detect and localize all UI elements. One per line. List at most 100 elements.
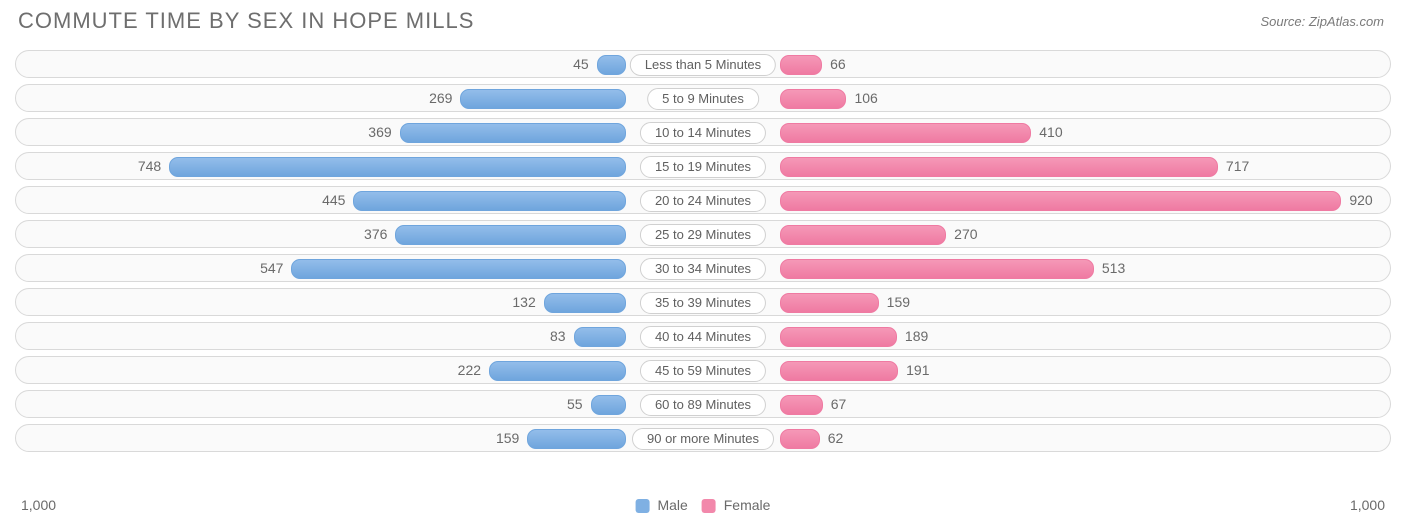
half-female: 67 bbox=[700, 391, 1388, 417]
chart-area: 45 66 Less than 5 Minutes 269 106 5 to 9 Minu… bbox=[15, 50, 1391, 495]
category-label: 60 to 89 Minutes bbox=[640, 394, 766, 416]
source-attribution: Source: ZipAtlas.com bbox=[1260, 14, 1384, 29]
category-label: Less than 5 Minutes bbox=[630, 54, 776, 76]
chart-row: 44592020 to 24 Minutes bbox=[15, 186, 1391, 214]
legend-item-female: Female bbox=[702, 497, 771, 513]
bar-male bbox=[591, 395, 626, 415]
bar-female bbox=[780, 157, 1218, 177]
legend-label-female: Female bbox=[724, 497, 771, 513]
value-label-female: 106 bbox=[854, 85, 877, 111]
value-label-male: 159 bbox=[496, 425, 519, 451]
value-label-female: 513 bbox=[1102, 255, 1125, 281]
bar-male bbox=[527, 429, 626, 449]
chart-title: COMMUTE TIME BY SEX IN HOPE MILLS bbox=[18, 8, 474, 34]
half-female: 191 bbox=[700, 357, 1388, 383]
bar-female bbox=[780, 361, 898, 381]
bar-male bbox=[597, 55, 626, 75]
value-label-male: 269 bbox=[429, 85, 452, 111]
value-label-male: 83 bbox=[550, 323, 566, 349]
category-label: 90 or more Minutes bbox=[632, 428, 774, 450]
bar-female bbox=[780, 327, 897, 347]
bar-male bbox=[353, 191, 626, 211]
half-female: 66 bbox=[700, 51, 1388, 77]
bar-male bbox=[544, 293, 626, 313]
half-male: 45 bbox=[18, 51, 706, 77]
half-female: 717 bbox=[700, 153, 1388, 179]
value-label-female: 717 bbox=[1226, 153, 1249, 179]
chart-row: 748 717 15 to 19 Minutes bbox=[15, 152, 1391, 180]
value-label-female: 66 bbox=[830, 51, 846, 77]
chart-row: 159 62 90 or more Minutes bbox=[15, 424, 1391, 452]
bar-male bbox=[169, 157, 626, 177]
value-label-male: 45 bbox=[573, 51, 589, 77]
half-female: 410 bbox=[700, 119, 1388, 145]
half-female: 62 bbox=[700, 425, 1388, 451]
chart-row: 54751330 to 34 Minutes bbox=[15, 254, 1391, 282]
value-label-female: 410 bbox=[1039, 119, 1062, 145]
chart-row: 36941010 to 14 Minutes bbox=[15, 118, 1391, 146]
half-male: 55 bbox=[18, 391, 706, 417]
chart-row: 376 270 25 to 29 Minutes bbox=[15, 220, 1391, 248]
half-male: 376 bbox=[18, 221, 706, 247]
bar-female bbox=[780, 225, 946, 245]
category-label: 30 to 34 Minutes bbox=[640, 258, 766, 280]
value-label-female: 62 bbox=[828, 425, 844, 451]
chart-row: 222 191 45 to 59 Minutes bbox=[15, 356, 1391, 384]
half-female: 106 bbox=[700, 85, 1388, 111]
value-label-male: 132 bbox=[512, 289, 535, 315]
axis-label-left: 1,000 bbox=[21, 497, 56, 513]
value-label-female: 920 bbox=[1349, 187, 1372, 213]
category-label: 35 to 39 Minutes bbox=[640, 292, 766, 314]
axis-label-right: 1,000 bbox=[1350, 497, 1385, 513]
bar-male bbox=[460, 89, 626, 109]
bar-male bbox=[291, 259, 626, 279]
half-male: 222 bbox=[18, 357, 706, 383]
value-label-female: 189 bbox=[905, 323, 928, 349]
half-male: 369 bbox=[18, 119, 706, 145]
chart-row: 45 66 Less than 5 Minutes bbox=[15, 50, 1391, 78]
bar-female bbox=[780, 191, 1341, 211]
bar-female bbox=[780, 293, 879, 313]
category-label: 40 to 44 Minutes bbox=[640, 326, 766, 348]
half-male: 748 bbox=[18, 153, 706, 179]
legend: Male Female bbox=[636, 497, 771, 513]
chart-row: 55 67 60 to 89 Minutes bbox=[15, 390, 1391, 418]
bar-female bbox=[780, 395, 823, 415]
value-label-male: 748 bbox=[138, 153, 161, 179]
bar-male bbox=[574, 327, 626, 347]
half-male: 132 bbox=[18, 289, 706, 315]
legend-label-male: Male bbox=[657, 497, 687, 513]
category-label: 45 to 59 Minutes bbox=[640, 360, 766, 382]
chart-container: COMMUTE TIME BY SEX IN HOPE MILLS Source… bbox=[0, 0, 1406, 523]
bar-female bbox=[780, 259, 1094, 279]
value-label-male: 445 bbox=[322, 187, 345, 213]
value-label-male: 222 bbox=[458, 357, 481, 383]
legend-item-male: Male bbox=[636, 497, 688, 513]
category-label: 15 to 19 Minutes bbox=[640, 156, 766, 178]
bar-male bbox=[489, 361, 626, 381]
value-label-female: 270 bbox=[954, 221, 977, 247]
bar-female bbox=[780, 55, 822, 75]
value-label-male: 55 bbox=[567, 391, 583, 417]
category-label: 5 to 9 Minutes bbox=[647, 88, 759, 110]
half-male: 159 bbox=[18, 425, 706, 451]
bar-female bbox=[780, 89, 846, 109]
value-label-female: 191 bbox=[906, 357, 929, 383]
half-female: 159 bbox=[700, 289, 1388, 315]
half-female: 920 bbox=[700, 187, 1388, 213]
axis-area: 1,000 1,000 Male Female bbox=[15, 497, 1391, 519]
chart-row: 132 159 35 to 39 Minutes bbox=[15, 288, 1391, 316]
bar-male bbox=[395, 225, 626, 245]
value-label-female: 67 bbox=[831, 391, 847, 417]
legend-swatch-female bbox=[702, 499, 716, 513]
value-label-female: 159 bbox=[887, 289, 910, 315]
bar-female bbox=[780, 123, 1031, 143]
half-female: 513 bbox=[700, 255, 1388, 281]
half-male: 269 bbox=[18, 85, 706, 111]
bar-male bbox=[400, 123, 626, 143]
half-female: 270 bbox=[700, 221, 1388, 247]
half-female: 189 bbox=[700, 323, 1388, 349]
legend-swatch-male bbox=[636, 499, 650, 513]
category-label: 25 to 29 Minutes bbox=[640, 224, 766, 246]
chart-row: 83 189 40 to 44 Minutes bbox=[15, 322, 1391, 350]
